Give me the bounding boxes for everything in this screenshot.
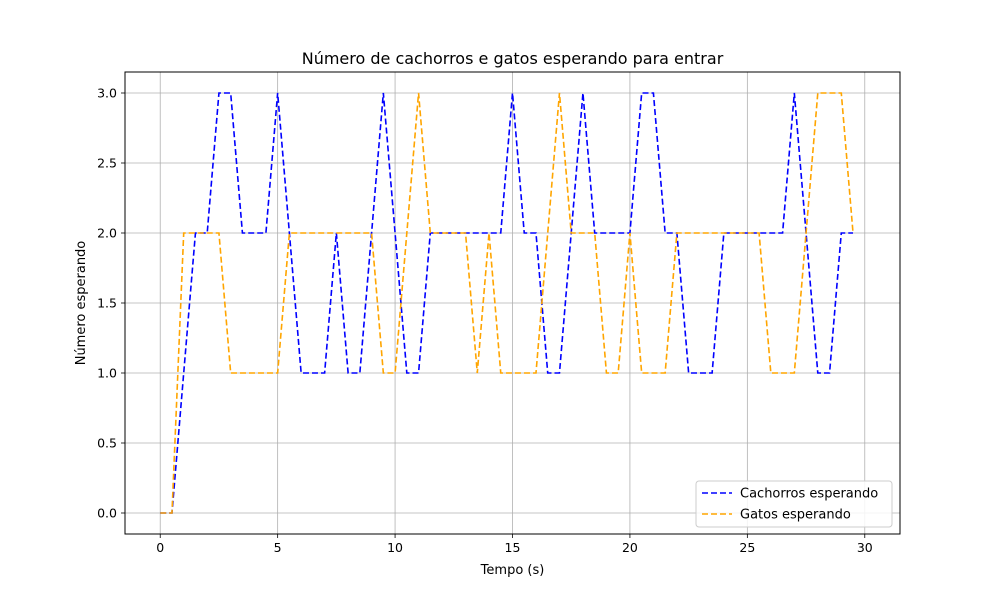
y-tick-label: 2.5: [97, 156, 117, 171]
x-tick-label: 20: [622, 540, 638, 555]
x-tick-label: 0: [156, 540, 164, 555]
series-line-cachorros: [160, 92, 854, 514]
legend-label-cachorros: Cachorros esperando: [740, 487, 878, 502]
ticks: 0 5 10 15 20 25 30 0.0 0.5 1.0 1.5 2.0 2.5 3.0: [97, 86, 873, 556]
series-line-gatos: [160, 92, 854, 514]
x-tick-label: 25: [739, 540, 755, 555]
y-tick-label: 0.5: [97, 436, 117, 451]
y-tick-label: 3.0: [97, 86, 117, 101]
y-tick-label: 2.0: [97, 226, 117, 241]
x-tick-label: 15: [505, 540, 521, 555]
grid: [125, 72, 900, 534]
x-tick-label: 30: [857, 540, 873, 555]
x-tick-label: 5: [274, 540, 282, 555]
x-axis-label: Tempo (s): [480, 563, 545, 578]
series-group: [160, 92, 854, 514]
y-axis-label: Número esperando: [74, 241, 89, 366]
legend-label-gatos: Gatos esperando: [740, 508, 851, 523]
x-tick-label: 10: [387, 540, 403, 555]
y-tick-label: 1.5: [97, 296, 117, 311]
legend: Cachorros esperando Gatos esperando: [695, 480, 893, 528]
chart-title: Número de cachorros e gatos esperando pa…: [302, 49, 724, 68]
y-tick-label: 0.0: [97, 506, 117, 521]
legend-box: [695, 480, 893, 528]
y-tick-label: 1.0: [97, 366, 117, 381]
